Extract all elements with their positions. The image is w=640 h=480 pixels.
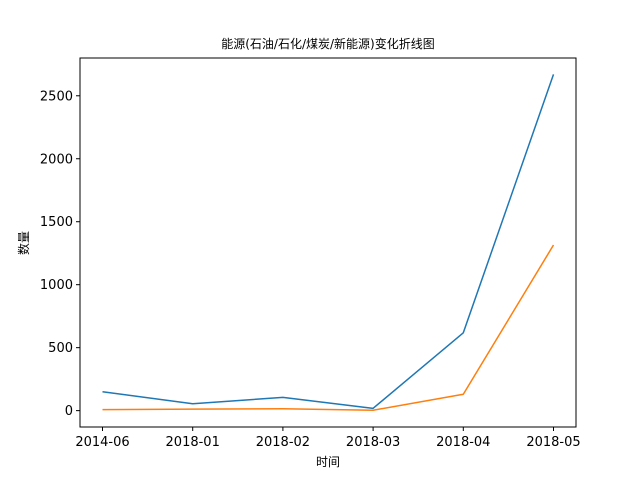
x-tick-label: 2018-05 xyxy=(526,435,580,450)
x-tick-label: 2018-04 xyxy=(436,435,490,450)
x-tick-label: 2014-06 xyxy=(75,435,129,450)
y-tick-label: 500 xyxy=(48,341,73,356)
x-tick-label: 2018-03 xyxy=(346,435,400,450)
y-tick-label: 1500 xyxy=(40,215,73,230)
chart-title: 能源(石油/石化/煤炭/新能源)变化折线图 xyxy=(221,36,435,51)
y-tick-label: 2000 xyxy=(40,152,73,167)
y-axis: 0 500 1000 1500 2000 2500 xyxy=(40,89,80,419)
y-tick-label: 0 xyxy=(65,404,73,419)
x-axis-title: 时间 xyxy=(316,455,340,469)
x-axis: 2014-06 2018-01 2018-02 2018-03 2018-04 2018-… xyxy=(75,427,581,450)
y-tick-label: 1000 xyxy=(40,278,73,293)
x-tick-label: 2018-02 xyxy=(256,435,310,450)
y-tick-label: 2500 xyxy=(40,89,73,104)
x-tick-label: 2018-01 xyxy=(166,435,220,450)
series-line-2 xyxy=(102,244,555,411)
plot-area xyxy=(102,74,555,411)
plot-frame xyxy=(79,57,577,428)
series-line-1 xyxy=(102,74,555,410)
y-axis-title: 数量 xyxy=(16,231,31,255)
